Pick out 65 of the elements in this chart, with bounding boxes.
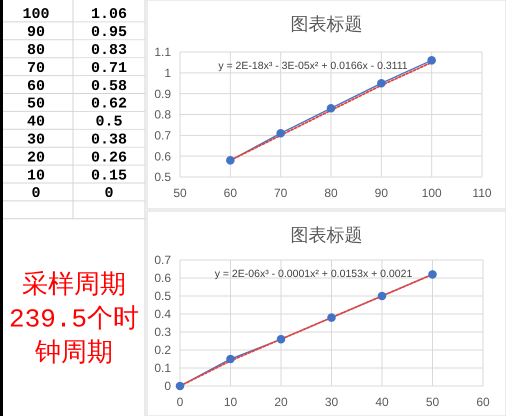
data-label: 0.5 bbox=[95, 114, 123, 131]
y-tick-label: 40 bbox=[26, 114, 46, 131]
y-tick-label: 70 bbox=[26, 60, 46, 77]
y-tick-label: 0.7 bbox=[154, 253, 172, 268]
chart-title: 图表标题 bbox=[290, 14, 362, 34]
data-label: 0.58 bbox=[90, 78, 128, 95]
point bbox=[326, 104, 336, 113]
point bbox=[378, 292, 386, 300]
y-tick-label: 1.1 bbox=[154, 45, 172, 60]
point bbox=[427, 56, 436, 65]
x-tick-label: 0 bbox=[176, 395, 184, 409]
x-tick-label: 90 bbox=[374, 186, 388, 200]
x-tick-label: 100 bbox=[422, 186, 442, 200]
y-tick-label: 0.5 bbox=[154, 289, 172, 304]
point bbox=[377, 78, 386, 88]
point bbox=[176, 382, 184, 390]
y-tick-label: 60 bbox=[26, 78, 46, 95]
x-tick-label: 80 bbox=[324, 186, 338, 200]
y-tick-label: 50 bbox=[26, 96, 46, 113]
x-tick-label: 20 bbox=[274, 395, 288, 409]
y-tick-label: 0.6 bbox=[154, 149, 172, 164]
y-tick-label: 0.2 bbox=[154, 343, 172, 358]
annotation: y = 2E-06x³ - 0.0001x² + 0.0153x + 0.0021 bbox=[214, 268, 412, 280]
y-tick-label: 0.7 bbox=[154, 128, 172, 143]
y-tick-label: 10 bbox=[26, 167, 46, 184]
y-tick-label: 0.6 bbox=[154, 271, 172, 286]
y-tick-label: 100 bbox=[22, 6, 50, 24]
y-tick-label: 80 bbox=[26, 42, 46, 59]
y-tick-label: 20 bbox=[26, 149, 46, 166]
data-label: 0.71 bbox=[90, 60, 128, 77]
data-label: 0.62 bbox=[90, 96, 128, 113]
x-tick-label: 10 bbox=[224, 395, 238, 409]
y-tick-label: 0.9 bbox=[154, 86, 172, 101]
point bbox=[428, 270, 437, 279]
data-label: 0.95 bbox=[90, 24, 128, 42]
x-tick-label: 30 bbox=[324, 395, 338, 409]
x-tick-label: 60 bbox=[224, 186, 238, 200]
point bbox=[276, 128, 285, 138]
x-tick-label: 70 bbox=[274, 186, 288, 200]
y-tick-label: 1 bbox=[164, 66, 172, 80]
point bbox=[226, 156, 235, 165]
y-tick-label: 0.4 bbox=[154, 307, 172, 322]
y-tick-label: 0.5 bbox=[154, 170, 172, 184]
annotation: y = 2E-18x³ - 3E-05x² + 0.0166x - 0.3111 bbox=[218, 60, 408, 72]
y-tick-label: 0 bbox=[164, 379, 172, 394]
data-label: 0.38 bbox=[90, 132, 128, 148]
y-tick-label: 0.3 bbox=[154, 325, 172, 340]
data-label: 0.15 bbox=[90, 167, 128, 184]
chart-title: 图表标题 bbox=[290, 225, 362, 245]
x-tick-label: 110 bbox=[472, 186, 492, 200]
text: 采样周期239.5个时钟周期 bbox=[8, 270, 140, 369]
point bbox=[327, 313, 336, 322]
point bbox=[276, 334, 286, 344]
y-tick-label: 0.8 bbox=[154, 108, 172, 122]
x-tick-label: 40 bbox=[375, 395, 389, 409]
data-label: 1.06 bbox=[90, 6, 128, 24]
point bbox=[226, 354, 235, 364]
x-tick-label: 50 bbox=[173, 186, 187, 200]
y-tick-label: 0.1 bbox=[154, 361, 172, 376]
data-label: 0.83 bbox=[90, 42, 128, 59]
y-tick-label: 90 bbox=[26, 24, 46, 42]
data-label: 0.26 bbox=[90, 149, 128, 166]
x-tick-label: 60 bbox=[476, 395, 490, 409]
x-tick-label: 50 bbox=[426, 395, 440, 409]
y-tick-label: 30 bbox=[26, 132, 46, 148]
